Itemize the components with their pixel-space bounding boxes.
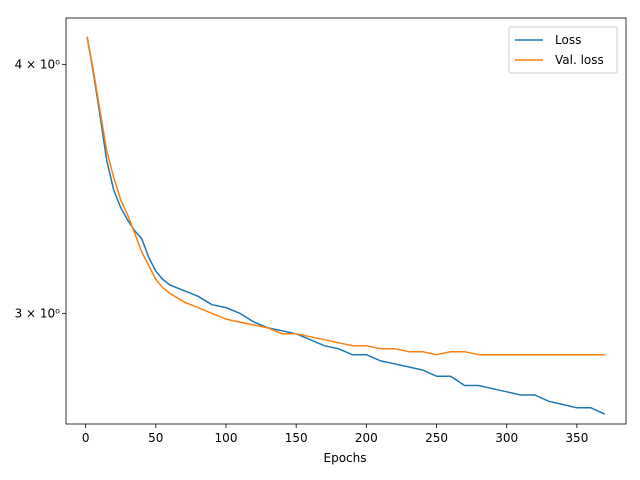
x-tick-label: 250 — [425, 431, 448, 445]
x-axis: 0 50 100 150 200 250 300 350 — [82, 424, 588, 445]
x-tick-label: 0 — [82, 431, 90, 445]
series-line-1 — [86, 36, 606, 415]
x-tick-label: 300 — [495, 431, 518, 445]
x-tick-label: 200 — [355, 431, 378, 445]
x-tick-label: 100 — [215, 431, 238, 445]
plot-frame — [65, 17, 627, 425]
x-tick-label: 50 — [148, 431, 163, 445]
y-tick-label: 3 × 10⁰ — [15, 306, 61, 320]
legend-label-1: Loss — [555, 33, 581, 47]
series-line-2 — [86, 36, 605, 356]
x-tick-label: 150 — [285, 431, 308, 445]
legend-label-2: Val. loss — [555, 53, 604, 67]
y-tick-label: 4 × 10⁰ — [15, 57, 61, 71]
x-tick-label: 350 — [565, 431, 588, 445]
y-axis: 3 × 10⁰ 4 × 10⁰ — [15, 57, 66, 320]
x-axis-label: Epochs — [324, 451, 367, 465]
plot-area — [65, 17, 627, 425]
legend: Loss Val. loss — [508, 26, 618, 74]
legend-box — [508, 26, 618, 74]
